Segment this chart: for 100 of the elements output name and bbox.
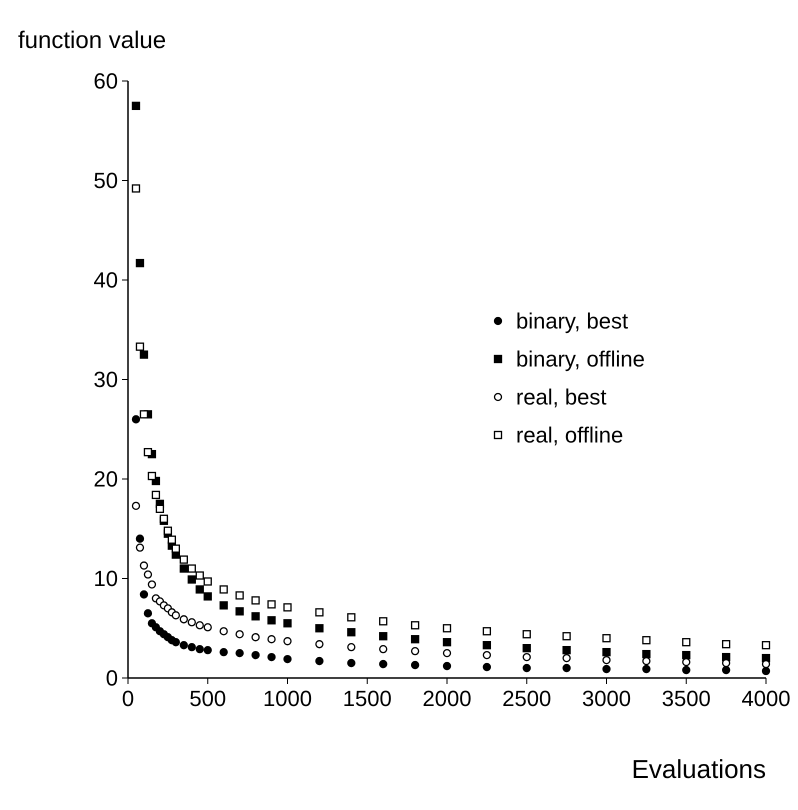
point	[236, 630, 244, 638]
point	[140, 561, 148, 570]
point	[642, 664, 651, 674]
point	[267, 600, 276, 609]
point	[172, 611, 180, 620]
point	[442, 624, 452, 632]
point	[602, 664, 611, 674]
point	[602, 656, 611, 664]
point	[188, 643, 196, 652]
point	[140, 410, 148, 418]
point	[562, 654, 571, 662]
x-axis-title: Evaluations	[632, 754, 766, 784]
point	[188, 575, 196, 584]
point	[267, 635, 276, 644]
point	[251, 650, 260, 660]
point	[347, 658, 356, 668]
point	[188, 564, 196, 573]
point	[140, 350, 148, 359]
point	[204, 623, 212, 632]
legend-label: real, best	[516, 384, 606, 410]
point	[379, 617, 388, 626]
point	[522, 664, 531, 672]
point	[762, 666, 770, 676]
point	[180, 615, 188, 624]
x-tick-label: 3500	[662, 686, 711, 711]
point	[602, 648, 611, 656]
point	[410, 621, 420, 630]
point	[132, 102, 140, 110]
point	[315, 624, 324, 632]
point	[722, 666, 730, 674]
point	[180, 564, 188, 573]
y-tick-label: 60	[94, 68, 118, 94]
point	[562, 646, 571, 654]
y-tick-label: 20	[94, 466, 118, 492]
point	[410, 635, 420, 644]
legend-label: real, offline	[516, 422, 624, 448]
y-axis-title: function value	[18, 27, 166, 54]
point	[251, 596, 260, 605]
point	[267, 616, 276, 624]
point	[442, 638, 452, 646]
point	[148, 580, 156, 589]
point	[315, 656, 324, 666]
point	[482, 627, 492, 636]
point	[642, 636, 651, 644]
y-tick-label: 40	[94, 268, 118, 292]
point	[682, 650, 690, 660]
point	[196, 644, 204, 654]
point	[180, 555, 188, 564]
point	[136, 258, 144, 268]
point	[562, 664, 571, 672]
point	[136, 342, 144, 351]
y-tick-label: 30	[94, 367, 118, 392]
point	[196, 621, 204, 630]
point	[204, 577, 212, 586]
point	[522, 630, 531, 638]
y-tick-label: 10	[94, 566, 118, 591]
point	[379, 644, 388, 654]
point	[204, 592, 212, 601]
point	[220, 585, 228, 594]
x-tick-label: 4000	[742, 686, 790, 711]
point	[156, 504, 164, 513]
point	[144, 570, 152, 579]
point	[442, 662, 452, 670]
point	[379, 660, 388, 668]
point	[168, 536, 176, 544]
point	[164, 526, 172, 535]
point	[347, 628, 356, 636]
point	[642, 650, 651, 658]
y-tick-label: 0	[106, 666, 118, 690]
point	[220, 601, 228, 610]
point	[283, 603, 292, 612]
point	[602, 634, 611, 642]
point	[482, 650, 492, 660]
legend-label: binary, offline	[516, 346, 645, 372]
y-tick-label: 50	[94, 168, 118, 193]
point	[188, 618, 196, 626]
point	[136, 544, 144, 552]
point	[220, 627, 228, 636]
point	[347, 613, 356, 622]
x-tick-label: 0	[122, 686, 134, 711]
point	[132, 502, 140, 510]
point	[172, 638, 180, 646]
point	[522, 652, 531, 662]
point	[283, 654, 292, 664]
point	[196, 585, 204, 594]
point	[379, 632, 388, 640]
x-tick-label: 2500	[502, 686, 552, 711]
point	[220, 648, 228, 656]
point	[251, 633, 260, 642]
point	[144, 448, 152, 456]
point	[682, 666, 690, 674]
point	[682, 638, 690, 646]
point	[136, 534, 144, 543]
point	[410, 660, 420, 670]
x-tick-label: 2000	[422, 686, 472, 711]
point	[144, 609, 152, 618]
x-tick-label: 1500	[342, 686, 392, 711]
x-tick-label: 1000	[263, 686, 312, 711]
point	[315, 640, 324, 648]
point	[148, 472, 156, 480]
